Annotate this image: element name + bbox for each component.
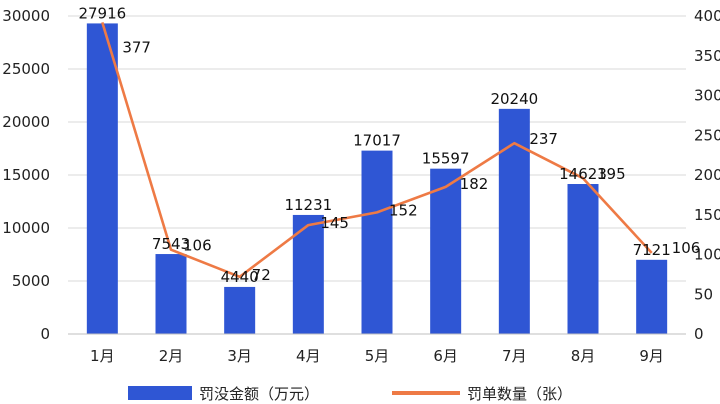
x-tick-label: 8月 (571, 347, 596, 365)
line-value-label: 145 (320, 214, 349, 232)
axes: 0500010000150002000025000300000501001502… (2, 7, 720, 365)
y-right-tick-label: 300 (694, 87, 720, 105)
y-right-tick-label: 0 (694, 325, 704, 343)
x-tick-label: 5月 (365, 347, 390, 365)
y-right-tick-label: 200 (694, 166, 720, 184)
bar-value-label: 14623 (559, 165, 607, 183)
x-tick-label: 4月 (296, 347, 321, 365)
bar (636, 259, 668, 334)
bar-value-label: 7121 (633, 241, 671, 259)
bar (86, 23, 118, 334)
x-tick-label: 3月 (227, 347, 252, 365)
line-value-label: 237 (529, 130, 558, 148)
x-tick-label: 6月 (433, 347, 458, 365)
bar (155, 254, 187, 334)
line-value-label: 195 (597, 165, 626, 183)
bar-value-label: 7543 (152, 235, 190, 253)
bar (292, 214, 324, 334)
x-tick-label: 7月 (502, 347, 527, 365)
y-left-tick-label: 20000 (2, 113, 50, 131)
line-value-label: 152 (389, 201, 418, 219)
line-value-label: 377 (122, 38, 151, 56)
bar-value-label: 27916 (78, 4, 126, 22)
bar (498, 108, 530, 334)
y-left-tick-label: 25000 (2, 60, 50, 78)
bar-value-label: 20240 (490, 90, 538, 108)
legend-bar-swatch (128, 386, 192, 400)
bar (567, 184, 599, 334)
line-value-label: 182 (460, 175, 489, 193)
y-right-tick-label: 250 (694, 126, 720, 144)
legend-bar-label: 罚没金额（万元） (199, 385, 319, 403)
line-series (101, 22, 653, 279)
y-right-tick-label: 150 (694, 206, 720, 224)
bar-series (86, 23, 668, 334)
y-right-tick-label: 400 (694, 7, 720, 25)
x-tick-label: 2月 (159, 347, 184, 365)
y-left-tick-label: 0 (40, 325, 50, 343)
bar-value-label: 17017 (353, 132, 401, 150)
x-tick-label: 9月 (639, 347, 664, 365)
line-value-label: 106 (672, 239, 701, 257)
y-left-tick-label: 15000 (2, 166, 50, 184)
line-value-label: 72 (252, 266, 271, 284)
legend-line-label: 罚单数量（张） (467, 385, 572, 403)
line-value-label: 106 (183, 237, 212, 255)
y-left-tick-label: 10000 (2, 219, 50, 237)
bar (430, 168, 462, 334)
y-right-tick-label: 50 (694, 285, 713, 303)
bar (361, 150, 393, 334)
bar-value-label: 11231 (284, 196, 332, 214)
data-labels: 27916 7543 4440 11231 17017 15597 20240 14623 71… (78, 4, 700, 286)
bar-value-label: 15597 (422, 150, 470, 168)
line-series-path (101, 22, 653, 279)
y-right-tick-label: 100 (694, 246, 720, 264)
legend: 罚没金额（万元） 罚单数量（张） (128, 385, 572, 403)
y-left-tick-label: 30000 (2, 7, 50, 25)
y-right-tick-label: 350 (694, 47, 720, 65)
bar-value-label: 4440 (221, 268, 259, 286)
bar (224, 286, 256, 334)
y-left-tick-label: 5000 (12, 272, 50, 290)
x-tick-label: 1月 (90, 347, 115, 365)
